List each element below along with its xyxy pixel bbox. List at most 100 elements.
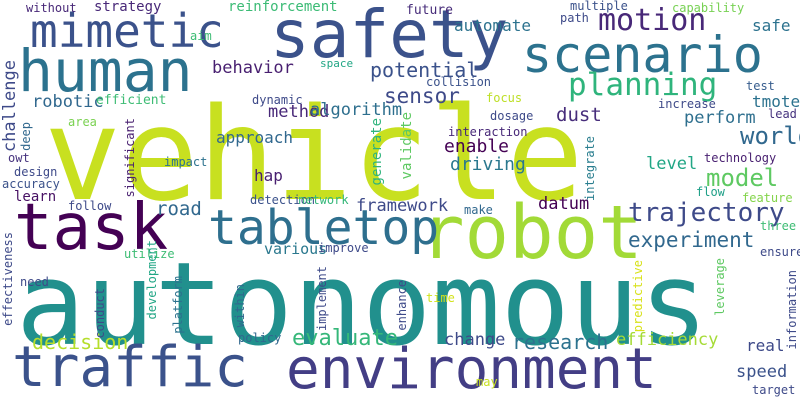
word-information: information bbox=[785, 270, 799, 350]
word-ensure: ensure bbox=[760, 245, 800, 259]
word-interaction: interaction bbox=[448, 125, 528, 139]
word-vehicle: vehicle bbox=[44, 81, 584, 230]
word-accuracy: accuracy bbox=[2, 177, 60, 191]
word-dynamic: dynamic bbox=[252, 93, 303, 107]
word-within: within bbox=[233, 284, 247, 328]
word-owt: owt bbox=[8, 151, 30, 165]
word-without: without bbox=[26, 1, 77, 15]
word-safety: safety bbox=[270, 0, 509, 73]
word-environment: environment bbox=[286, 337, 657, 400]
word-development: development bbox=[145, 240, 159, 320]
word-improve: improve bbox=[318, 241, 369, 255]
word-space: space bbox=[320, 57, 354, 70]
word-need: need bbox=[20, 275, 49, 289]
word-tmote: tmote bbox=[752, 92, 800, 111]
word-motion: motion bbox=[598, 3, 707, 38]
word-policy: policy bbox=[238, 331, 282, 345]
word-efficiency: efficiency bbox=[616, 330, 719, 350]
word-datum: datum bbox=[538, 194, 590, 214]
word-robot: robot bbox=[420, 190, 643, 276]
word-perform: perform bbox=[684, 108, 756, 128]
word-leverage: leverage bbox=[713, 258, 727, 316]
word-hap: hap bbox=[254, 166, 283, 185]
word-enable: enable bbox=[444, 136, 510, 157]
word-significant: significant bbox=[123, 118, 137, 198]
word-change: change bbox=[444, 330, 506, 350]
word-feature: feature bbox=[742, 191, 793, 205]
word-sensor: sensor bbox=[384, 84, 460, 108]
word-robotic: robotic bbox=[32, 92, 104, 112]
word-future: future bbox=[406, 3, 453, 18]
word-may: may bbox=[476, 375, 498, 389]
word-approach: approach bbox=[216, 128, 294, 147]
word-impact: impact bbox=[164, 155, 208, 169]
word-challenge: challenge bbox=[0, 60, 20, 153]
word-research: research bbox=[512, 330, 609, 354]
word-time: time bbox=[426, 291, 455, 305]
word-driving: driving bbox=[450, 154, 526, 175]
word-lead: lead bbox=[768, 107, 797, 121]
word-planning: planning bbox=[568, 67, 718, 103]
word-mimetic: mimetic bbox=[30, 4, 224, 58]
word-potential: potential bbox=[370, 58, 479, 82]
word-world: world bbox=[740, 122, 800, 150]
word-aim: aim bbox=[190, 29, 212, 43]
word-increase: increase bbox=[658, 97, 716, 111]
word-algorithm: algorithm bbox=[310, 100, 403, 120]
word-method: method bbox=[268, 102, 330, 122]
word-speed: speed bbox=[736, 362, 788, 382]
word-evaluate: evaluate bbox=[292, 326, 398, 351]
word-strategy: strategy bbox=[94, 0, 162, 15]
word-collision: collision bbox=[426, 75, 492, 89]
word-tabletop: tabletop bbox=[208, 200, 440, 256]
word-predictive: predictive bbox=[631, 260, 645, 333]
word-multiple: multiple bbox=[570, 0, 628, 13]
word-reinforcement: reinforcement bbox=[228, 0, 338, 15]
word-behavior: behavior bbox=[212, 58, 294, 78]
word-framework: framework bbox=[356, 196, 449, 216]
word-three: three bbox=[760, 219, 797, 233]
word-conduct: conduct bbox=[93, 288, 107, 339]
word-various: various bbox=[264, 240, 328, 258]
word-generate: generate bbox=[369, 118, 385, 186]
word-make: make bbox=[464, 203, 493, 217]
word-learn: learn bbox=[14, 189, 57, 205]
word-design: design bbox=[14, 165, 58, 179]
word-decision: decision bbox=[32, 330, 129, 354]
word-dosage: dosage bbox=[490, 109, 534, 123]
word-utilize: utilize bbox=[124, 247, 175, 261]
word-follow: follow bbox=[68, 199, 112, 213]
word-real: real bbox=[746, 336, 785, 355]
word-task: task bbox=[14, 191, 169, 265]
word-validate: validate bbox=[399, 112, 415, 180]
word-autonomous: autonomous bbox=[16, 238, 709, 372]
word-path: path bbox=[560, 11, 589, 25]
word-network: network bbox=[298, 193, 349, 207]
word-capability: capability bbox=[672, 1, 745, 15]
word-effectiveness: effectiveness bbox=[1, 232, 15, 326]
word-human: human bbox=[18, 37, 193, 105]
word-trajectory: trajectory bbox=[628, 198, 785, 228]
word-safe: safe bbox=[752, 16, 791, 35]
word-enhance: enhance bbox=[395, 280, 409, 331]
word-dust: dust bbox=[556, 104, 602, 126]
word-platform: platform bbox=[171, 276, 185, 334]
word-integrate: integrate bbox=[583, 136, 597, 202]
word-scenario: scenario bbox=[522, 26, 763, 84]
word-efficient: efficient bbox=[96, 93, 167, 108]
word-flow: flow bbox=[696, 185, 725, 199]
word-area: area bbox=[68, 115, 97, 129]
word-traffic: traffic bbox=[12, 335, 249, 400]
word-detection: detection bbox=[250, 193, 316, 207]
word-focus: focus bbox=[486, 91, 523, 105]
word-level: level bbox=[646, 154, 698, 174]
word-technology: technology bbox=[704, 151, 777, 165]
word-model: model bbox=[706, 164, 779, 192]
word-experiment: experiment bbox=[628, 228, 755, 252]
word-automate: automate bbox=[454, 16, 532, 35]
word-target: target bbox=[752, 383, 796, 397]
word-test: test bbox=[746, 79, 775, 93]
word-implement: implement bbox=[315, 266, 329, 332]
word-deep: deep bbox=[19, 122, 33, 151]
